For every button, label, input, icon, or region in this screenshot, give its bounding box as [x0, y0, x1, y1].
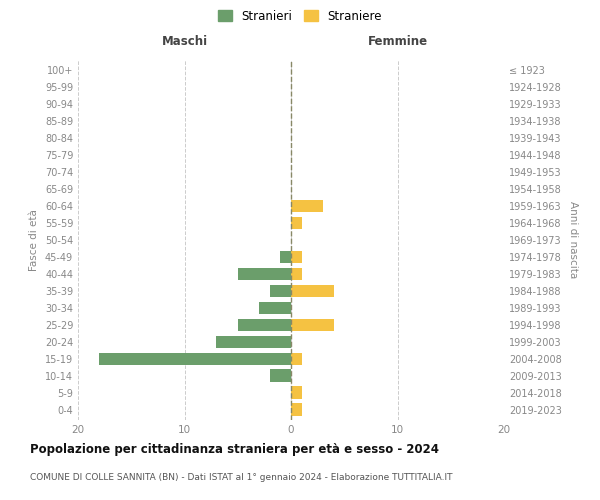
Legend: Stranieri, Straniere: Stranieri, Straniere	[213, 5, 387, 28]
Bar	[291, 352, 302, 365]
Bar	[291, 250, 302, 264]
Bar	[270, 284, 291, 298]
Bar	[99, 352, 291, 365]
Y-axis label: Anni di nascita: Anni di nascita	[568, 202, 578, 278]
Text: Femmine: Femmine	[367, 35, 428, 48]
Bar	[280, 250, 291, 264]
Bar	[259, 302, 291, 314]
Bar	[238, 268, 291, 280]
Text: COMUNE DI COLLE SANNITA (BN) - Dati ISTAT al 1° gennaio 2024 - Elaborazione TUTT: COMUNE DI COLLE SANNITA (BN) - Dati ISTA…	[30, 472, 452, 482]
Bar	[291, 216, 302, 230]
Bar	[291, 386, 302, 399]
Bar	[291, 284, 334, 298]
Text: Popolazione per cittadinanza straniera per età e sesso - 2024: Popolazione per cittadinanza straniera p…	[30, 442, 439, 456]
Bar	[291, 404, 302, 416]
Y-axis label: Fasce di età: Fasce di età	[29, 209, 39, 271]
Bar	[291, 318, 334, 332]
Bar	[217, 336, 291, 348]
Bar	[238, 318, 291, 332]
Text: Maschi: Maschi	[161, 35, 208, 48]
Bar	[291, 200, 323, 212]
Bar	[270, 370, 291, 382]
Bar	[291, 268, 302, 280]
